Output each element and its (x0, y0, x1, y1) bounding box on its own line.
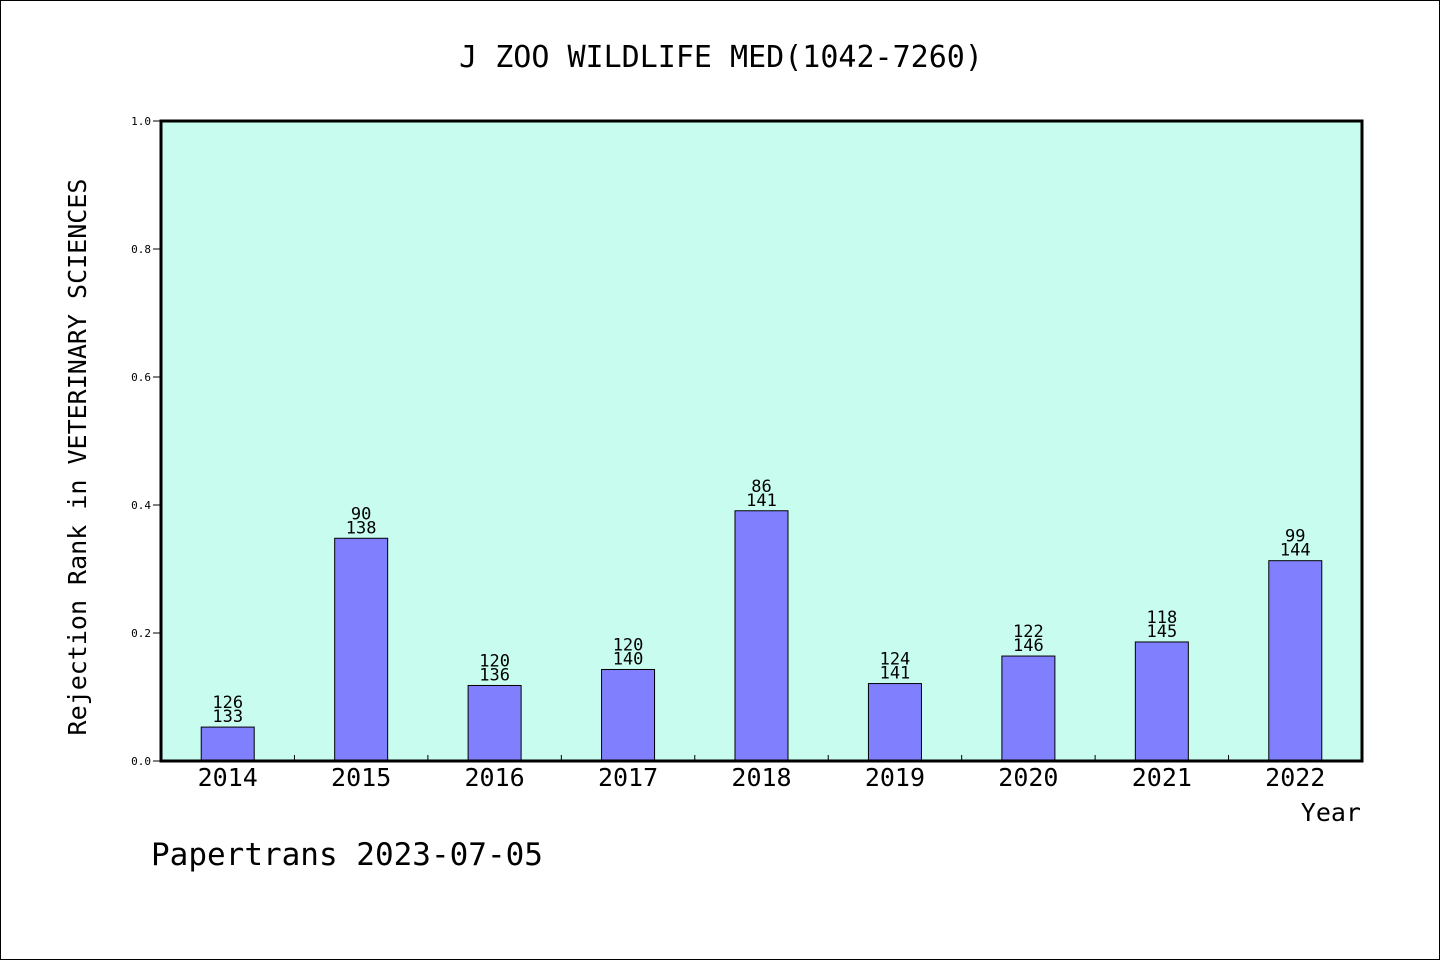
bar-2019 (867, 683, 922, 762)
y-axis-label: Rejection Rank in VETERINARY SCIENCES (63, 179, 92, 736)
bar-label-bottom: 141 (746, 491, 777, 511)
bar-label-bottom: 140 (613, 649, 644, 669)
bar-2016 (467, 684, 522, 762)
bar-label-bottom: 133 (212, 707, 243, 727)
bar-label-bottom: 146 (1013, 636, 1044, 656)
bar-label-bottom: 138 (346, 518, 377, 538)
x-axis-label: Year (1301, 798, 1361, 827)
y-axis-ticks: 0.0 0.2 0.4 0.6 0.8 1.0 (131, 115, 161, 768)
bar-label-top: 90 (351, 504, 371, 524)
x-tick-label: 2014 (198, 763, 258, 792)
x-tick-label: 2022 (1265, 763, 1325, 792)
bar-label-top: 122 (1013, 622, 1044, 642)
bar-group (200, 510, 1323, 762)
bar-2021 (1134, 641, 1189, 762)
x-tick-label: 2018 (731, 763, 791, 792)
bar-label-top: 99 (1285, 527, 1305, 547)
bar-label-top: 120 (479, 651, 510, 671)
bar-label-top: 118 (1146, 608, 1177, 628)
y-tick-label: 0.6 (131, 371, 151, 384)
bar-2022 (1268, 560, 1323, 762)
x-axis-ticks: 2014 2015 2016 2017 2018 2019 2020 2021 2022 (198, 755, 1325, 792)
bar-label-bottom: 144 (1280, 541, 1311, 561)
footer-credit: Papertrans 2023-07-05 (151, 837, 543, 873)
bar-label-top: 126 (212, 693, 243, 713)
plot-border (159, 119, 1364, 763)
x-tick-label: 2020 (998, 763, 1058, 792)
y-tick-label: 0.4 (131, 499, 151, 512)
bar-label-bottom: 136 (479, 665, 510, 685)
bar-label-bottom: 145 (1146, 622, 1177, 642)
bar-2020 (1001, 655, 1056, 762)
y-tick-label: 0.2 (131, 627, 151, 640)
bar-2015 (334, 537, 389, 762)
bar-label-group: 1261339013812013612014086141124141122146… (212, 477, 1310, 727)
bar-2018 (734, 510, 789, 762)
x-tick-label: 2021 (1132, 763, 1192, 792)
y-tick-label: 1.0 (131, 115, 151, 128)
bar-2017 (601, 668, 656, 762)
chart-title: J ZOO WILDLIFE MED(1042-7260) (459, 40, 983, 75)
y-tick-label: 0.0 (131, 755, 151, 768)
bar-label-top: 124 (880, 650, 911, 670)
bar-2014 (200, 726, 255, 762)
x-tick-label: 2019 (865, 763, 925, 792)
x-tick-label: 2015 (331, 763, 391, 792)
x-tick-label: 2016 (465, 763, 525, 792)
y-tick-label: 0.8 (131, 243, 151, 256)
x-tick-label: 2017 (598, 763, 658, 792)
bar-label-top: 86 (751, 477, 771, 497)
bar-label-bottom: 141 (880, 664, 911, 684)
bar-label-top: 120 (613, 635, 644, 655)
